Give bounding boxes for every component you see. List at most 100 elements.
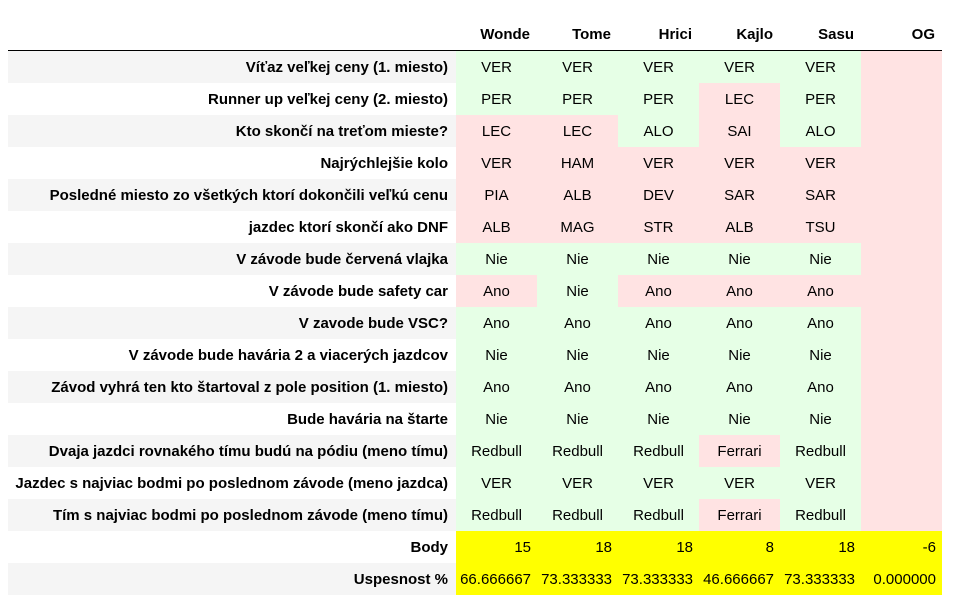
- row-label: V závode bude červená vlajka: [8, 243, 456, 275]
- table-cell: Nie: [537, 339, 618, 371]
- table-cell: PER: [537, 83, 618, 115]
- table-cell: Redbull: [618, 499, 699, 531]
- table-cell: Nie: [456, 403, 537, 435]
- table-cell: Redbull: [780, 499, 861, 531]
- table-cell: Ferrari: [699, 499, 780, 531]
- row-label: Víťaz veľkej ceny (1. miesto): [8, 50, 456, 83]
- table-cell: Redbull: [537, 499, 618, 531]
- table-row: Dvaja jazdci rovnakého tímu budú na pódi…: [8, 435, 942, 467]
- table-cell: LEC: [699, 83, 780, 115]
- row-label: Kto skončí na treťom mieste?: [8, 115, 456, 147]
- table-cell: VER: [456, 147, 537, 179]
- table-cell: Nie: [537, 243, 618, 275]
- table-cell: VER: [780, 467, 861, 499]
- table-cell: [861, 147, 942, 179]
- table-row: Jazdec s najviac bodmi po poslednom závo…: [8, 467, 942, 499]
- table-cell: VER: [699, 50, 780, 83]
- table-cell: [861, 307, 942, 339]
- table-cell: VER: [780, 147, 861, 179]
- table-cell: Ano: [537, 371, 618, 403]
- table-cell: ALB: [537, 179, 618, 211]
- summary-cell: 46.666667: [699, 563, 780, 595]
- table-cell: TSU: [780, 211, 861, 243]
- table-cell: Nie: [456, 243, 537, 275]
- row-label: Jazdec s najviac bodmi po poslednom závo…: [8, 467, 456, 499]
- table-cell: MAG: [537, 211, 618, 243]
- table-cell: [861, 499, 942, 531]
- table-row: Víťaz veľkej ceny (1. miesto) VER VER VER VE…: [8, 50, 942, 83]
- summary-cell: 18: [537, 531, 618, 563]
- table-row: V zavode bude VSC? Ano Ano Ano Ano Ano: [8, 307, 942, 339]
- table-cell: ALO: [780, 115, 861, 147]
- table-cell: VER: [699, 147, 780, 179]
- table-cell: Nie: [618, 339, 699, 371]
- results-table: Wonde Tome Hrici Kajlo Sasu OG Víťaz veľ…: [8, 18, 942, 595]
- table-cell: Ano: [618, 371, 699, 403]
- table-row: jazdec ktorí skončí ako DNF ALB MAG STR ALB T…: [8, 211, 942, 243]
- results-table-container: Wonde Tome Hrici Kajlo Sasu OG Víťaz veľ…: [8, 18, 942, 595]
- table-cell: SAI: [699, 115, 780, 147]
- table-cell: VER: [618, 50, 699, 83]
- table-cell: Ano: [780, 275, 861, 307]
- table-cell: Ano: [618, 307, 699, 339]
- summary-cell: 0.000000: [861, 563, 942, 595]
- row-label: Dvaja jazdci rovnakého tímu budú na pódi…: [8, 435, 456, 467]
- summary-label: Uspesnost %: [8, 563, 456, 595]
- table-cell: Ano: [618, 275, 699, 307]
- table-cell: [861, 467, 942, 499]
- table-row: V závode bude červená vlajka Nie Nie Nie Nie…: [8, 243, 942, 275]
- summary-cell: -6: [861, 531, 942, 563]
- summary-cell: 73.333333: [780, 563, 861, 595]
- table-row: Tím s najviac bodmi po poslednom závode …: [8, 499, 942, 531]
- table-row: Runner up veľkej ceny (2. miesto) PER PER P…: [8, 83, 942, 115]
- table-cell: SAR: [699, 179, 780, 211]
- row-label: Závod vyhrá ten kto štartoval z pole pos…: [8, 371, 456, 403]
- table-cell: Nie: [699, 339, 780, 371]
- table-cell: [861, 435, 942, 467]
- table-row: Kto skončí na treťom mieste? LEC LEC ALO SAI…: [8, 115, 942, 147]
- table-cell: ALO: [618, 115, 699, 147]
- table-cell: Redbull: [537, 435, 618, 467]
- table-cell: VER: [537, 50, 618, 83]
- table-cell: Nie: [618, 403, 699, 435]
- summary-cell: 73.333333: [618, 563, 699, 595]
- table-cell: Redbull: [780, 435, 861, 467]
- table-cell: Nie: [618, 243, 699, 275]
- table-cell: [861, 339, 942, 371]
- table-cell: VER: [537, 467, 618, 499]
- table-cell: PER: [780, 83, 861, 115]
- row-label: V závode bude safety car: [8, 275, 456, 307]
- table-cell: Nie: [699, 243, 780, 275]
- table-cell: SAR: [780, 179, 861, 211]
- table-cell: LEC: [537, 115, 618, 147]
- corner-header: [8, 18, 456, 51]
- column-header-wonde: Wonde: [480, 25, 530, 43]
- table-cell: Redbull: [456, 435, 537, 467]
- table-cell: HAM: [537, 147, 618, 179]
- row-label: V závode bude havária 2 a viacerých jazd…: [8, 339, 456, 371]
- table-row: Závod vyhrá ten kto štartoval z pole pos…: [8, 371, 942, 403]
- table-cell: Ano: [456, 371, 537, 403]
- table-cell: VER: [456, 50, 537, 83]
- table-cell: Nie: [456, 339, 537, 371]
- summary-label: Body: [8, 531, 456, 563]
- table-cell: Ano: [780, 307, 861, 339]
- table-cell: Ano: [699, 307, 780, 339]
- table-cell: [861, 211, 942, 243]
- column-header-kajlo: Kajlo: [736, 25, 773, 43]
- summary-row: Uspesnost % 66.666667 73.333333 73.333333 46…: [8, 563, 942, 595]
- row-label: V zavode bude VSC?: [8, 307, 456, 339]
- table-cell: STR: [618, 211, 699, 243]
- summary-cell: 66.666667: [456, 563, 537, 595]
- summary-cell: 8: [699, 531, 780, 563]
- table-cell: Ano: [699, 275, 780, 307]
- table-row: V závode bude havária 2 a viacerých jazd…: [8, 339, 942, 371]
- table-cell: Ano: [537, 307, 618, 339]
- table-cell: [861, 179, 942, 211]
- row-label: Tím s najviac bodmi po poslednom závode …: [8, 499, 456, 531]
- summary-cell: 18: [618, 531, 699, 563]
- row-label: jazdec ktorí skončí ako DNF: [8, 211, 456, 243]
- table-cell: Ano: [699, 371, 780, 403]
- table-cell: Nie: [537, 403, 618, 435]
- table-cell: Ferrari: [699, 435, 780, 467]
